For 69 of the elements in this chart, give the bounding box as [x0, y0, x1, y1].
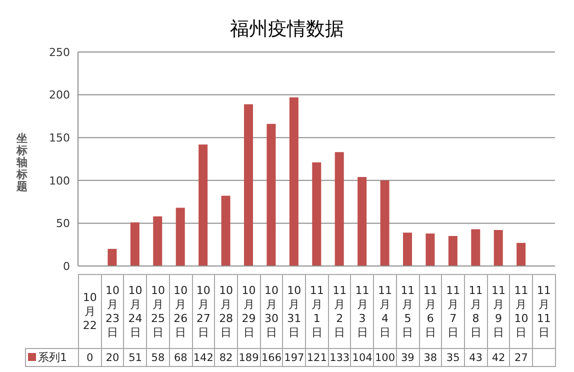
bar [221, 196, 230, 266]
x-tick-label: 11月3日 [354, 284, 370, 340]
x-tick-label: 11月6日 [422, 284, 438, 340]
data-label: 38 [419, 348, 442, 366]
x-tick-label: 10月23日 [104, 284, 121, 340]
bar [403, 232, 412, 266]
x-tick-label: 11月7日 [445, 284, 462, 340]
data-label: 142 [192, 348, 215, 366]
x-tick-label: 11月1日 [308, 284, 325, 340]
x-tick-label: 10月31日 [286, 284, 302, 340]
x-tick-label: 11月11日 [536, 284, 552, 340]
x-tick-label: 11月8日 [468, 284, 484, 340]
data-label: 121 [306, 348, 328, 366]
x-tick-label: 10月27日 [195, 284, 212, 340]
y-tick-label: 50 [56, 217, 70, 230]
y-tick-label: 150 [49, 132, 70, 145]
x-tick-label: 11月5日 [400, 284, 416, 340]
x-tick-label: 11月9日 [490, 284, 506, 340]
bar [334, 152, 344, 266]
y-tick-label: 100 [49, 174, 70, 188]
bar [494, 230, 503, 266]
data-label: 51 [124, 348, 147, 366]
y-tick-label: 250 [49, 46, 70, 59]
y-axis-title: 坐标轴标题 [16, 132, 28, 193]
x-tick-label: 10月29日 [240, 284, 257, 340]
bar [176, 208, 185, 266]
data-label: 68 [169, 348, 192, 366]
data-label: 58 [146, 348, 170, 366]
x-tick-label: 10月22 [82, 290, 98, 332]
data-label: 133 [328, 348, 351, 366]
data-label: 100 [374, 348, 396, 366]
data-label: 197 [282, 348, 306, 366]
bar [448, 236, 458, 266]
bar [266, 124, 276, 266]
data-label: 43 [464, 348, 488, 366]
x-tick-label: 10月26日 [172, 284, 189, 340]
x-tick-label: 11月2日 [332, 284, 348, 340]
x-tick-label: 10月24日 [127, 284, 144, 340]
x-tick-label: 10月30日 [263, 284, 280, 340]
x-tick-label: 11月4日 [376, 284, 393, 340]
bar [358, 176, 367, 266]
bar [312, 162, 322, 266]
data-label: 20 [101, 348, 124, 366]
bar [471, 229, 480, 266]
y-tick-label: 200 [49, 88, 70, 102]
bar [244, 104, 253, 266]
legend-label: 系列1 [37, 351, 67, 364]
data-label: 39 [396, 348, 420, 366]
bar [380, 180, 390, 266]
bar [130, 222, 140, 266]
bar [198, 144, 208, 266]
data-label: 82 [214, 348, 238, 366]
bar [108, 248, 117, 266]
x-tick-label: 11月10日 [513, 284, 530, 340]
data-label: 166 [260, 348, 283, 366]
x-tick-label: 10月25日 [150, 284, 166, 340]
bar [289, 97, 298, 266]
y-tick-label: 0 [63, 260, 70, 273]
data-label: 42 [487, 348, 510, 366]
bar [426, 233, 435, 266]
chart-title: 福州疫情数据 [229, 17, 345, 42]
data-label: 35 [442, 348, 464, 366]
bar [516, 242, 526, 266]
data-label: 104 [350, 348, 374, 366]
x-tick-label: 10月28日 [218, 284, 234, 340]
data-label: 0 [78, 348, 102, 366]
data-label: 189 [237, 348, 260, 366]
bar [153, 216, 162, 266]
data-label: 27 [510, 348, 533, 366]
